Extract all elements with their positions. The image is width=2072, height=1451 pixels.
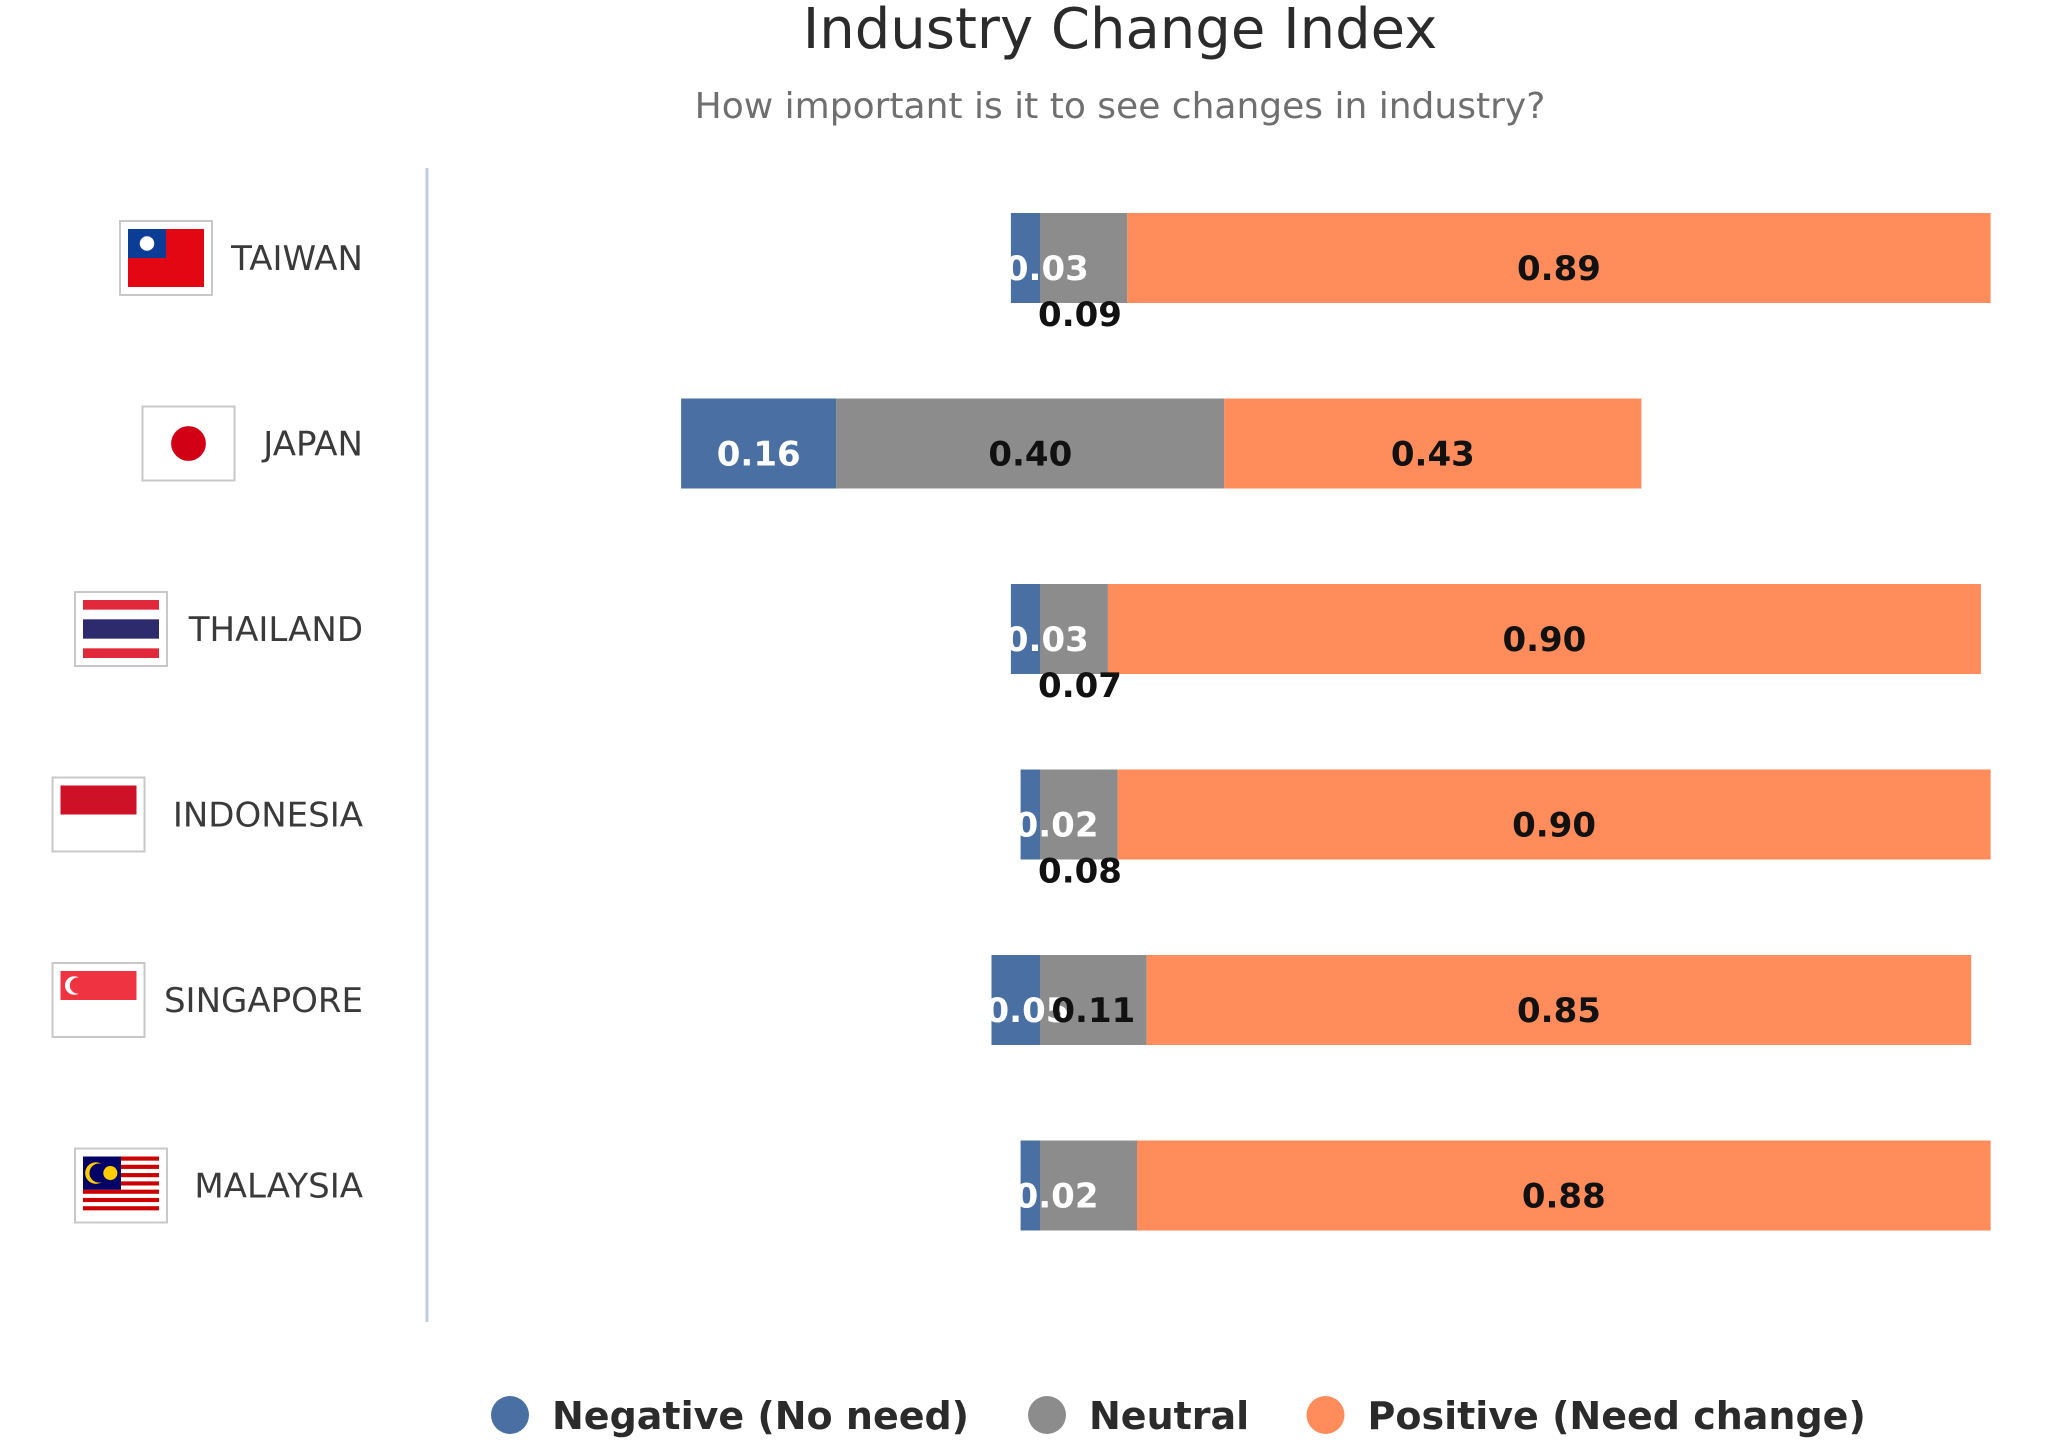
legend-marker — [491, 1396, 529, 1434]
bar-neutral — [1040, 213, 1128, 303]
bar-positive-need-change — [1137, 1140, 1991, 1231]
category-label: JAPAN — [261, 425, 363, 465]
bar-positive-need-change — [1224, 398, 1642, 489]
singapore-flag-icon — [51, 962, 146, 1038]
bar-negative-no-need — [1010, 213, 1040, 303]
bar-positive-need-change — [1107, 584, 1981, 674]
bar-negative-no-need — [681, 398, 837, 489]
value-label: 0.09 — [1038, 295, 1122, 335]
value-label: 0.90 — [1502, 620, 1586, 660]
malaysia-flag-icon — [74, 1147, 168, 1224]
legend-item[interactable]: Neutral — [1028, 1394, 1249, 1438]
category-label: TAIWAN — [230, 239, 363, 279]
value-label: 0.02 — [1015, 1177, 1099, 1217]
value-label: 0.88 — [1522, 1177, 1606, 1217]
value-label: 0.03 — [1005, 249, 1089, 289]
value-label: 0.08 — [1038, 852, 1122, 892]
value-label: 0.03 — [1005, 620, 1089, 660]
chart-title: Industry Change Index — [803, 0, 1438, 62]
indonesia-flag-icon — [51, 776, 146, 853]
value-label: 0.90 — [1512, 806, 1596, 846]
bar-negative-no-need — [1020, 1140, 1040, 1231]
legend-item[interactable]: Positive (Need change) — [1306, 1394, 1866, 1438]
bar-neutral — [1040, 955, 1147, 1045]
value-label: 0.85 — [1517, 991, 1601, 1031]
bars-layer — [681, 213, 1991, 1231]
bar-negative-no-need — [1010, 584, 1040, 674]
bar-neutral — [1040, 584, 1108, 674]
category-label: MALAYSIA — [194, 1167, 363, 1207]
japan-flag-icon — [141, 405, 236, 482]
taiwan-flag-icon — [119, 220, 213, 296]
labels-layer: 0.03 0.09 0.89 0.16 0.40 0.43 0.03 0.07 0.90 0.02… — [717, 249, 1606, 1217]
bar-positive-need-change — [1146, 955, 1972, 1045]
value-label: 0.11 — [1051, 991, 1135, 1031]
bar-negative-no-need — [1020, 769, 1040, 860]
category-label: SINGAPORE — [164, 981, 363, 1021]
chart-subtitle: How important is it to see changes in in… — [695, 86, 1546, 127]
bar-neutral — [1040, 769, 1118, 860]
legend-label: Positive (Need change) — [1368, 1394, 1866, 1438]
bar-positive-need-change — [1127, 213, 1991, 303]
flags-layer: TAIWAN JAPAN THAILAND INDONESIA SINGAPORE MAL… — [51, 220, 363, 1224]
value-label: 0.89 — [1517, 249, 1601, 289]
legend-label: Neutral — [1089, 1394, 1249, 1438]
legend-marker — [1028, 1396, 1066, 1434]
legend-label: Negative (No need) — [552, 1394, 969, 1438]
bar-positive-need-change — [1117, 769, 1991, 860]
bar-neutral — [1040, 1140, 1137, 1231]
thailand-flag-icon — [74, 591, 168, 667]
category-label: THAILAND — [188, 610, 363, 650]
value-label: 0.05 — [986, 991, 1070, 1031]
value-label: 0.40 — [988, 435, 1072, 475]
value-label: 0.43 — [1391, 435, 1475, 475]
value-label: 0.07 — [1038, 666, 1122, 706]
bar-neutral — [836, 398, 1225, 489]
category-label: INDONESIA — [173, 796, 363, 836]
value-label: 0.16 — [717, 435, 801, 475]
legend: Negative (No need) Neutral Positive (Need … — [491, 1394, 1866, 1438]
legend-marker — [1306, 1396, 1345, 1434]
legend-item[interactable]: Negative (No need) — [491, 1394, 969, 1438]
bar-negative-no-need — [991, 955, 1040, 1045]
value-label: 0.02 — [1015, 806, 1099, 846]
